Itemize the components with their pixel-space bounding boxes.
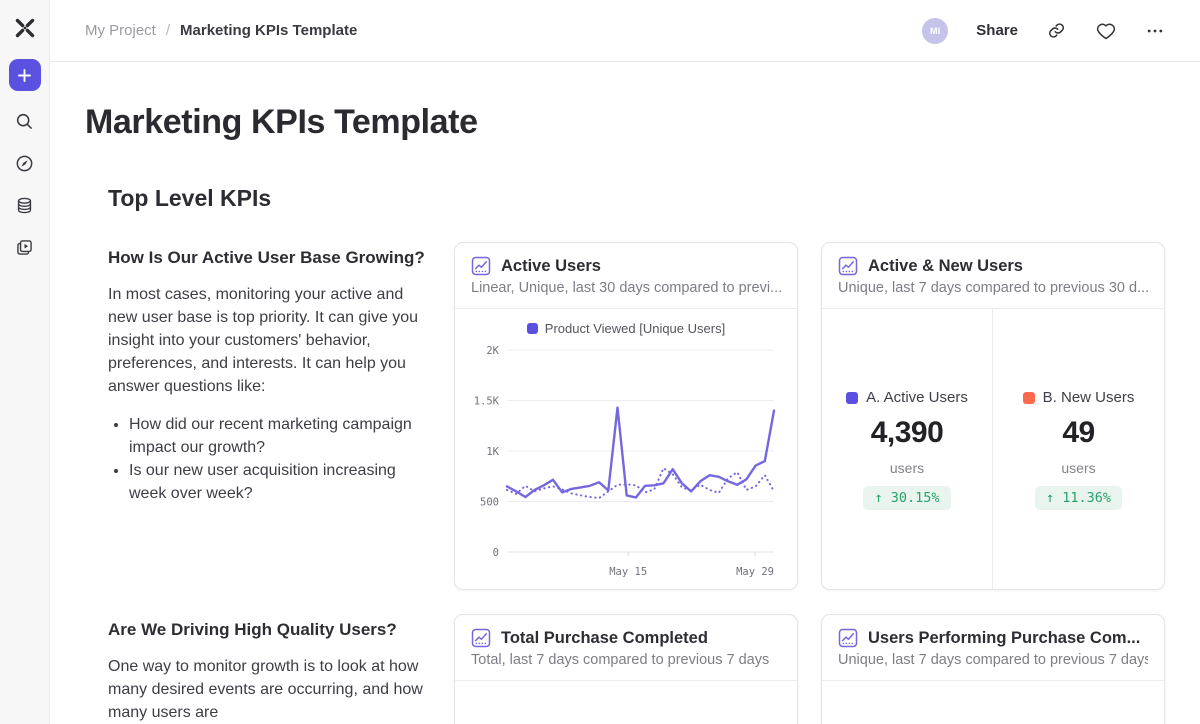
svg-text:1.5K: 1.5K xyxy=(474,395,500,407)
breadcrumb-page: Marketing KPIs Template xyxy=(180,22,358,39)
metric-label: A. Active Users xyxy=(846,389,968,406)
svg-text:May 15: May 15 xyxy=(609,566,647,578)
topbar-actions: MI Share xyxy=(922,17,1165,44)
chart-icon xyxy=(471,256,491,276)
chart-icon xyxy=(471,628,491,648)
chart-icon xyxy=(838,628,858,648)
more-menu-button[interactable] xyxy=(1145,21,1165,41)
metric-new-users: B. New Users 49 users ↑ 11.36% xyxy=(993,309,1164,589)
explore-button[interactable] xyxy=(11,149,39,177)
line-chart: Product Viewed [Unique Users] 0 500 1K 1.5K… xyxy=(455,309,797,587)
search-button[interactable] xyxy=(11,107,39,135)
card-subtitle: Unique, last 7 days compared to previous… xyxy=(838,280,1148,296)
metric-swatch-orange xyxy=(1022,391,1035,404)
heart-icon xyxy=(1096,23,1116,39)
metric-unit: users xyxy=(1061,460,1096,476)
section-title: Top Level KPIs xyxy=(108,185,272,211)
text-heading: Are We Driving High Quality Users? xyxy=(108,620,397,639)
create-button[interactable] xyxy=(8,59,41,91)
delta-badge: ↑ 11.36% xyxy=(1034,486,1123,510)
svg-text:2K: 2K xyxy=(486,345,499,357)
card-subtitle: Linear, Unique, last 30 days compared to… xyxy=(471,280,781,296)
card-header: Total Purchase Completed Total, last 7 d… xyxy=(455,615,797,681)
link-icon xyxy=(1049,23,1064,38)
card-header: Users Performing Purchase Com... Unique,… xyxy=(822,615,1164,681)
favorite-button[interactable] xyxy=(1095,20,1117,42)
chart-icon xyxy=(838,256,858,276)
card-active-users[interactable]: Active Users Linear, Unique, last 30 day… xyxy=(454,242,798,590)
legend-swatch xyxy=(526,323,538,334)
card-header: Active Users Linear, Unique, last 30 day… xyxy=(455,243,797,309)
line-chart-svg: 0 500 1K 1.5K 2K May 15 May 29 xyxy=(474,345,776,578)
database-icon xyxy=(17,197,32,213)
boards-icon xyxy=(17,239,32,255)
metrics-body: A. Active Users 4,390 users ↑ 30.15% B. … xyxy=(822,309,1164,589)
text-paragraph: One way to monitor growth is to look at … xyxy=(108,658,423,722)
svg-text:500: 500 xyxy=(480,496,499,508)
card-title: Active Users xyxy=(501,256,601,275)
card-header: Active & New Users Unique, last 7 days c… xyxy=(822,243,1164,309)
bullet-item: How did our recent marketing campaign im… xyxy=(129,413,431,459)
metric-active-users: A. Active Users 4,390 users ↑ 30.15% xyxy=(822,309,993,589)
card-title: Total Purchase Completed xyxy=(501,628,708,647)
delta-badge: ↑ 30.15% xyxy=(863,486,951,510)
svg-text:May 29: May 29 xyxy=(736,566,774,578)
mixpanel-logo-icon[interactable] xyxy=(12,15,38,41)
page-title: Marketing KPIs Template xyxy=(85,103,478,141)
board-content: Marketing KPIs Template Top Level KPIs H… xyxy=(50,62,1200,724)
text-block-active-users: How Is Our Active User Base Growing? In … xyxy=(108,242,431,590)
metric-value: 4,390 xyxy=(870,416,944,449)
share-button[interactable]: Share xyxy=(976,22,1018,39)
ellipsis-icon xyxy=(1147,29,1163,32)
text-paragraph: In most cases, monitoring your active an… xyxy=(108,286,419,396)
metric-label-text: A. Active Users xyxy=(866,389,968,406)
legend-label: Product Viewed [Unique Users] xyxy=(544,321,726,336)
card-active-new-users[interactable]: Active & New Users Unique, last 7 days c… xyxy=(821,242,1165,590)
avatar[interactable]: MI xyxy=(922,17,949,44)
breadcrumb: My Project / Marketing KPIs Template xyxy=(85,22,357,39)
compass-icon xyxy=(16,155,33,171)
topbar: My Project / Marketing KPIs Template MI … xyxy=(50,0,1200,62)
card-title: Active & New Users xyxy=(868,256,1023,275)
svg-text:1K: 1K xyxy=(486,446,499,458)
card-subtitle: Unique, last 7 days compared to previous… xyxy=(838,652,1148,668)
bullet-item: Is our new user acquisition increasing w… xyxy=(129,459,431,505)
boards-button[interactable] xyxy=(11,233,39,261)
metric-label-text: B. New Users xyxy=(1042,389,1135,406)
card-subtitle: Total, last 7 days compared to previous … xyxy=(471,652,770,668)
breadcrumb-separator: / xyxy=(165,22,171,39)
metric-swatch-purple xyxy=(846,391,859,404)
kpi-row-1: How Is Our Active User Base Growing? In … xyxy=(108,242,1165,590)
kpi-row-2: Are We Driving High Quality Users? One w… xyxy=(108,614,1165,724)
card-users-purchase[interactable]: Users Performing Purchase Com... Unique,… xyxy=(821,614,1165,724)
sidebar xyxy=(0,0,50,724)
metric-value: 49 xyxy=(1062,416,1095,449)
card-total-purchase[interactable]: Total Purchase Completed Total, last 7 d… xyxy=(454,614,798,724)
text-heading: How Is Our Active User Base Growing? xyxy=(108,248,425,267)
search-icon xyxy=(16,113,32,129)
text-bullets: How did our recent marketing campaign im… xyxy=(108,413,431,505)
breadcrumb-project[interactable]: My Project xyxy=(85,22,156,39)
chart-legend: Product Viewed [Unique Users] xyxy=(471,321,781,336)
card-title: Users Performing Purchase Com... xyxy=(868,628,1141,647)
data-button[interactable] xyxy=(11,191,39,219)
svg-text:0: 0 xyxy=(493,547,499,559)
text-block-quality-users: Are We Driving High Quality Users? One w… xyxy=(108,614,431,724)
copy-link-button[interactable] xyxy=(1046,20,1067,41)
metric-label: B. New Users xyxy=(1022,389,1135,406)
plus-icon xyxy=(18,68,31,82)
metric-unit: users xyxy=(889,460,925,476)
